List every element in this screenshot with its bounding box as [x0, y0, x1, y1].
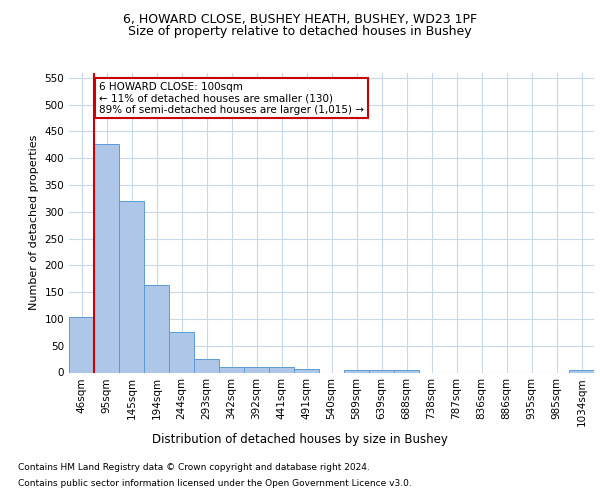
Text: Size of property relative to detached houses in Bushey: Size of property relative to detached ho… [128, 25, 472, 38]
Text: Contains HM Land Registry data © Crown copyright and database right 2024.: Contains HM Land Registry data © Crown c… [18, 464, 370, 472]
Bar [119, 201, 144, 372]
Text: 6, HOWARD CLOSE, BUSHEY HEATH, BUSHEY, WD23 1PF: 6, HOWARD CLOSE, BUSHEY HEATH, BUSHEY, W… [123, 12, 477, 26]
Bar [394, 370, 419, 372]
Text: 6 HOWARD CLOSE: 100sqm
← 11% of detached houses are smaller (130)
89% of semi-de: 6 HOWARD CLOSE: 100sqm ← 11% of detached… [99, 82, 364, 115]
Bar [244, 366, 269, 372]
Bar [219, 366, 244, 372]
Bar [169, 332, 194, 372]
Bar [344, 370, 369, 372]
Bar [294, 370, 319, 372]
Bar [269, 366, 294, 372]
Y-axis label: Number of detached properties: Number of detached properties [29, 135, 39, 310]
Text: Distribution of detached houses by size in Bushey: Distribution of detached houses by size … [152, 432, 448, 446]
Bar [69, 318, 94, 372]
Bar [569, 370, 594, 372]
Bar [369, 370, 394, 372]
Text: Contains public sector information licensed under the Open Government Licence v3: Contains public sector information licen… [18, 478, 412, 488]
Bar [94, 144, 119, 372]
Bar [144, 285, 169, 372]
Bar [194, 359, 219, 372]
